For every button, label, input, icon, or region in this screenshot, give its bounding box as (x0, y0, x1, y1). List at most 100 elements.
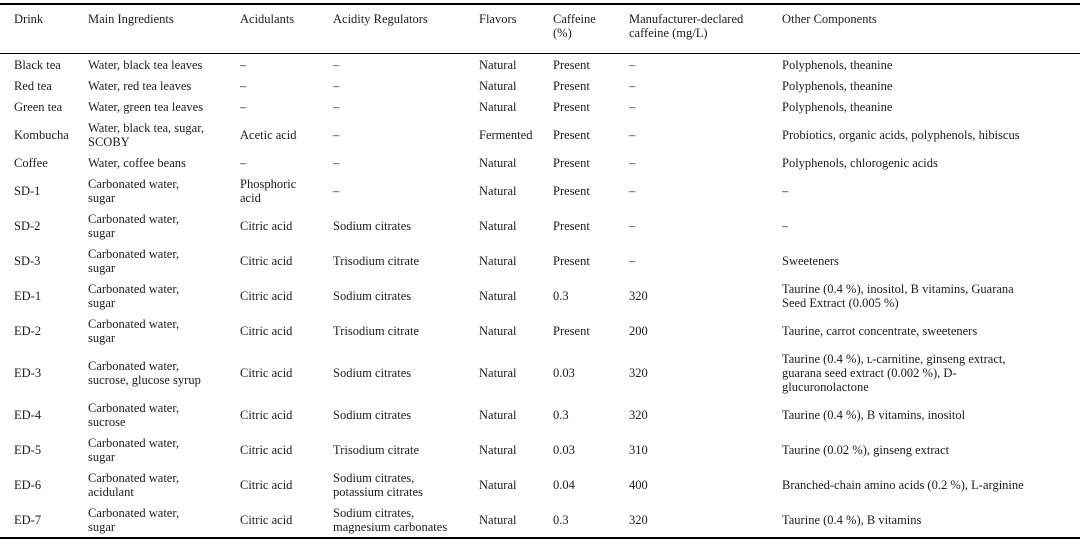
cell-caffeine-percent: Present (553, 183, 590, 198)
cell-flavors: Natural (479, 365, 517, 380)
cell-acidulants: Citric acid (240, 323, 293, 338)
cell-manufacturer-declared-caffeine: 310 (629, 442, 648, 457)
cell-caffeine-percent: Present (553, 127, 590, 142)
column-header-manufacturer-declared-caffeine: Manufacturer-declared caffeine (mg/L) (629, 4, 782, 54)
cell-flavors: Natural (479, 218, 517, 233)
drink-name-cell: Red tea (14, 78, 52, 93)
table-row: Red tea Water, red tea leaves – – Natural Pre… (0, 75, 1080, 96)
drink-name-cell: Coffee (14, 155, 48, 170)
cell-manufacturer-declared-caffeine: – (629, 253, 636, 268)
drink-name-cell: ED-7 (14, 512, 42, 527)
cell-acidulants: – (240, 78, 247, 93)
cell-acidity-regulators: Sodium citrates (333, 218, 412, 233)
header-row: Drink Main Ingredients Acidulants Acidity R… (0, 4, 1080, 54)
column-header-other-components: Other Components (782, 4, 1080, 54)
cell-caffeine-percent: 0.03 (553, 365, 575, 380)
column-header-drink: Drink (0, 4, 88, 54)
cell-main-ingredients: Water, black tea leaves (88, 57, 203, 72)
table-row: Black tea Water, black tea leaves – – Natura… (0, 54, 1080, 76)
drink-name-cell: ED-2 (14, 323, 42, 338)
cell-acidity-regulators: – (333, 78, 340, 93)
cell-acidulants: Citric acid (240, 365, 293, 380)
cell-manufacturer-declared-caffeine: 400 (629, 477, 648, 492)
cell-caffeine-percent: 0.03 (553, 442, 575, 457)
table-row: ED-2 Carbonated water, sugar Citric acid Tr… (0, 313, 1080, 348)
cell-other-components: Taurine (0.4 %), B vitamins, inositol (782, 407, 966, 422)
column-header-main-ingredients: Main Ingredients (88, 4, 240, 54)
cell-other-components: Taurine (0.4 %), B vitamins (782, 512, 922, 527)
cell-caffeine-percent: Present (553, 218, 590, 233)
cell-manufacturer-declared-caffeine: – (629, 57, 636, 72)
cell-main-ingredients: Carbonated water, sugar (88, 176, 180, 205)
cell-other-components: Polyphenols, theanine (782, 99, 893, 114)
cell-acidity-regulators: Sodium citrates (333, 365, 412, 380)
cell-caffeine-percent: Present (553, 57, 590, 72)
cell-acidulants: Phosphoric acid (240, 176, 297, 205)
cell-caffeine-percent: Present (553, 323, 590, 338)
cell-main-ingredients: Carbonated water, sugar (88, 281, 180, 310)
cell-other-components: Branched-chain amino acids (0.2 %), L-ar… (782, 477, 1024, 492)
table-body: Black tea Water, black tea leaves – – Natura… (0, 54, 1080, 539)
cell-main-ingredients: Water, black tea, sugar, SCOBY (88, 120, 204, 149)
drink-name-cell: ED-3 (14, 365, 42, 380)
cell-flavors: Natural (479, 442, 517, 457)
cell-main-ingredients: Carbonated water, sugar (88, 211, 180, 240)
cell-main-ingredients: Carbonated water, sucrose (88, 400, 180, 429)
cell-caffeine-percent: Present (553, 155, 590, 170)
table-row: Green tea Water, green tea leaves – – Natura… (0, 96, 1080, 117)
cell-caffeine-percent: 0.04 (553, 477, 575, 492)
table-row: ED-4 Carbonated water, sucrose Citric acid… (0, 397, 1080, 432)
column-header-acidity-regulators: Acidity Regulators (333, 4, 479, 54)
cell-acidity-regulators: – (333, 57, 340, 72)
cell-other-components: – (782, 183, 789, 198)
cell-manufacturer-declared-caffeine: – (629, 78, 636, 93)
cell-main-ingredients: Water, coffee beans (88, 155, 186, 170)
cell-acidity-regulators: – (333, 155, 340, 170)
cell-acidulants: – (240, 57, 247, 72)
cell-other-components: – (782, 218, 789, 233)
drink-name-cell: ED-4 (14, 407, 42, 422)
cell-other-components: Probiotics, organic acids, polyphenols, … (782, 127, 1020, 142)
drink-name-cell: ED-6 (14, 477, 42, 492)
cell-other-components: Taurine (0.02 %), ginseng extract (782, 442, 950, 457)
cell-manufacturer-declared-caffeine: – (629, 183, 636, 198)
cell-flavors: Fermented (479, 127, 533, 142)
column-header-caffeine-percent: Caffeine (%) (553, 4, 629, 54)
table-row: ED-3 Carbonated water, sucrose, glucose s… (0, 348, 1080, 397)
cell-other-components: Taurine (0.4 %), ʟ-carnitine, ginseng ex… (782, 351, 1006, 394)
table-row: ED-5 Carbonated water, sugar Citric acid Tr… (0, 432, 1080, 467)
cell-acidulants: Citric acid (240, 288, 293, 303)
cell-acidulants: – (240, 99, 247, 114)
cell-flavors: Natural (479, 323, 517, 338)
cell-caffeine-percent: Present (553, 78, 590, 93)
cell-acidity-regulators: Trisodium citrate (333, 442, 419, 457)
drink-composition-table: Drink Main Ingredients Acidulants Acidity R… (0, 3, 1080, 539)
drink-name-cell: ED-1 (14, 288, 42, 303)
table-row: SD-3 Carbonated water, sugar Citric acid Tr… (0, 243, 1080, 278)
cell-flavors: Natural (479, 99, 517, 114)
cell-flavors: Natural (479, 183, 517, 198)
drink-name-cell: ED-5 (14, 442, 42, 457)
table-row: SD-2 Carbonated water, sugar Citric acid So… (0, 208, 1080, 243)
cell-other-components: Taurine, carrot concentrate, sweeteners (782, 323, 978, 338)
column-header-acidulants: Acidulants (240, 4, 333, 54)
cell-caffeine-percent: Present (553, 99, 590, 114)
cell-flavors: Natural (479, 512, 517, 527)
cell-caffeine-percent: Present (553, 253, 590, 268)
cell-flavors: Natural (479, 407, 517, 422)
cell-other-components: Sweeteners (782, 253, 839, 268)
cell-main-ingredients: Carbonated water, sucrose, glucose syrup (88, 358, 201, 387)
table-row: ED-1 Carbonated water, sugar Citric acid So… (0, 278, 1080, 313)
cell-main-ingredients: Carbonated water, sugar (88, 316, 180, 345)
column-header-flavors: Flavors (479, 4, 553, 54)
cell-other-components: Polyphenols, theanine (782, 57, 893, 72)
cell-main-ingredients: Water, red tea leaves (88, 78, 192, 93)
drink-name-cell: SD-3 (14, 253, 41, 268)
cell-manufacturer-declared-caffeine: – (629, 155, 636, 170)
cell-manufacturer-declared-caffeine: 320 (629, 288, 648, 303)
cell-acidulants: Citric acid (240, 442, 293, 457)
cell-manufacturer-declared-caffeine: – (629, 99, 636, 114)
cell-main-ingredients: Carbonated water, sugar (88, 435, 180, 464)
cell-flavors: Natural (479, 288, 517, 303)
